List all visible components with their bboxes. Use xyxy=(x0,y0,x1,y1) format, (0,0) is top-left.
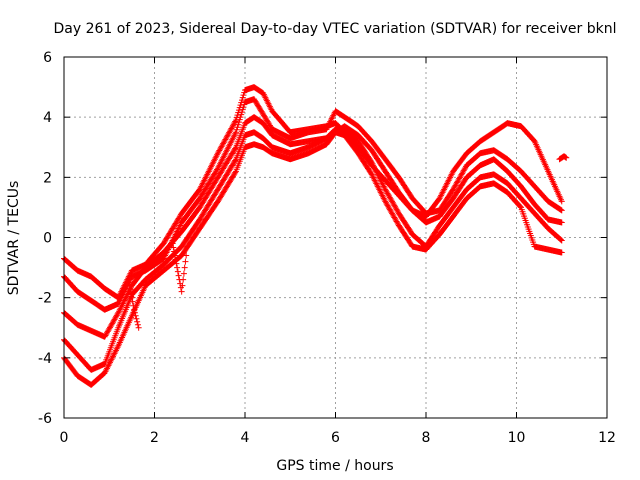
data-point xyxy=(134,318,141,325)
data-point xyxy=(181,264,188,271)
data-point xyxy=(232,129,239,136)
grid xyxy=(64,57,607,418)
y-tick-label: -6 xyxy=(38,411,52,427)
data-point xyxy=(232,118,239,125)
data-point xyxy=(234,112,241,119)
data-point xyxy=(235,107,242,114)
data-point xyxy=(135,324,142,331)
x-tick-label: 10 xyxy=(508,430,526,446)
data-point xyxy=(238,99,245,106)
axes: 0 2 4 6 8 10 12 -6 -4 -2 0 2 4 6 xyxy=(38,50,616,446)
x-tick-label: 8 xyxy=(422,430,431,446)
data-point xyxy=(238,97,245,104)
data-point xyxy=(182,258,189,265)
x-tick-label: 0 xyxy=(60,430,69,446)
data-point xyxy=(239,94,246,101)
x-tick-label: 2 xyxy=(150,430,159,446)
data-point xyxy=(232,145,239,152)
data-point xyxy=(235,119,242,126)
series-track-1 xyxy=(61,84,565,301)
data-point xyxy=(180,270,187,277)
data-point xyxy=(180,276,187,283)
x-axis-label: GPS time / hours xyxy=(276,458,393,474)
x-tick-label: 6 xyxy=(331,430,340,446)
y-tick-label: 0 xyxy=(43,231,52,247)
data-point xyxy=(235,121,242,128)
data-point xyxy=(237,102,244,109)
data-point xyxy=(174,268,181,275)
y-tick-label: -2 xyxy=(38,291,52,307)
data-point xyxy=(240,92,247,99)
data-point xyxy=(134,321,141,328)
data-point xyxy=(557,206,564,213)
data-point xyxy=(558,207,565,214)
y-tick-label: 4 xyxy=(43,110,52,126)
x-tick-label: 12 xyxy=(598,430,616,446)
data-point xyxy=(239,106,246,113)
y-tick-label: 2 xyxy=(43,170,52,186)
data-series xyxy=(61,84,570,388)
series-isolated-11h xyxy=(556,153,570,163)
data-point xyxy=(175,272,182,279)
data-point xyxy=(174,264,181,271)
data-point xyxy=(236,104,243,111)
chart-title: Day 261 of 2023, Sidereal Day-to-day VTE… xyxy=(54,21,617,37)
data-point xyxy=(240,104,247,111)
data-point xyxy=(133,315,140,322)
data-point xyxy=(234,124,241,131)
data-point xyxy=(178,288,185,295)
data-point xyxy=(235,109,242,116)
data-point xyxy=(238,109,245,116)
data-point xyxy=(232,117,239,124)
data-point xyxy=(237,114,244,121)
y-tick-label: 6 xyxy=(43,50,52,66)
data-point xyxy=(233,114,240,121)
data-point xyxy=(238,111,245,118)
data-point xyxy=(558,198,565,205)
data-point xyxy=(233,126,240,133)
y-axis-label: SDTVAR / TECUs xyxy=(6,181,22,296)
series-track-5 xyxy=(61,129,565,388)
y-tick-label: -4 xyxy=(38,351,52,367)
series-track-3 xyxy=(61,114,565,340)
x-tick-label: 4 xyxy=(241,430,250,446)
data-point xyxy=(236,116,243,123)
